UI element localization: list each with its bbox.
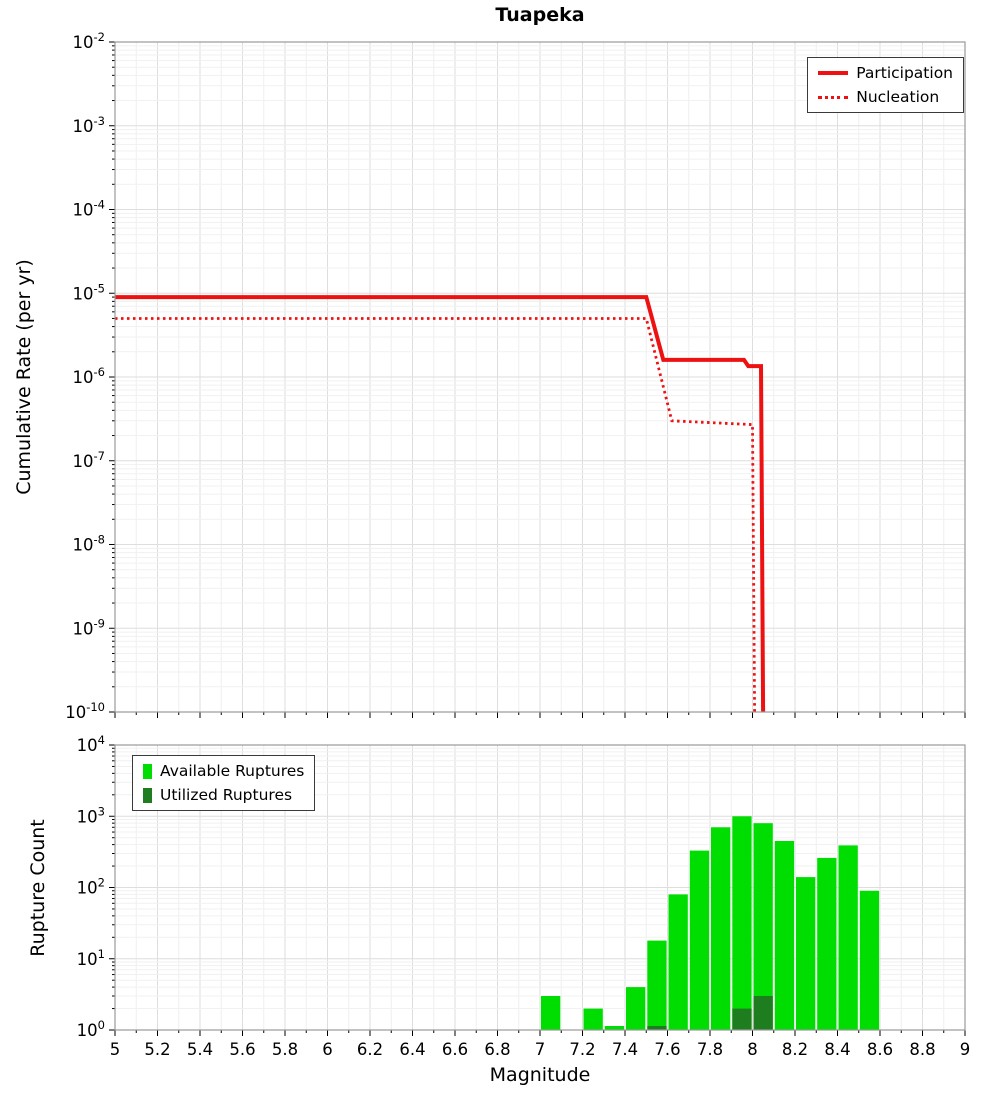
y-tick-label: 104 <box>77 733 105 755</box>
available-bar <box>817 857 837 1030</box>
x-tick-label: 5.8 <box>272 1040 298 1059</box>
utilized-bar <box>753 996 773 1030</box>
x-tick-label: 8.2 <box>782 1040 808 1059</box>
available-bar <box>689 850 710 1030</box>
x-tick-label: 8 <box>747 1040 758 1059</box>
x-tick-label: 8.6 <box>867 1040 893 1059</box>
plot-frame <box>114 744 966 1031</box>
bottom-legend: Available Ruptures Utilized Ruptures <box>132 755 316 811</box>
y-tick-label: 102 <box>77 876 105 898</box>
x-tick-label: 9 <box>960 1040 971 1059</box>
y-tick-label: 103 <box>77 804 105 826</box>
legend-item-utilized: Utilized Ruptures <box>143 786 304 804</box>
x-tick-label: 7.6 <box>654 1040 680 1059</box>
y-tick-label: 10-5 <box>73 281 105 303</box>
utilized-bars <box>647 996 773 1030</box>
x-tick-label: 6.8 <box>484 1040 510 1059</box>
dotted-line-sample-icon <box>818 95 849 99</box>
available-bar <box>796 877 816 1030</box>
legend-label: Nucleation <box>856 88 940 106</box>
x-tick-label: 5 <box>110 1040 121 1059</box>
legend-item-participation: Participation <box>818 64 953 82</box>
available-bar <box>838 845 858 1030</box>
x-tick-label: 5.2 <box>144 1040 170 1059</box>
x-tick-label: 8.4 <box>824 1040 850 1059</box>
utilized-bar <box>647 1026 667 1030</box>
series-nucleation <box>115 317 756 713</box>
x-tick-label: 7.2 <box>569 1040 595 1059</box>
y-tick-label: 10-4 <box>73 198 105 220</box>
x-tick-label: 6 <box>322 1040 333 1059</box>
available-bar <box>859 890 880 1030</box>
y-tick-label: 101 <box>77 947 105 969</box>
plot-frame <box>114 41 966 713</box>
available-bar <box>753 823 773 1030</box>
x-tick-label: 7.4 <box>612 1040 638 1059</box>
x-tick-label: 6.4 <box>399 1040 425 1059</box>
available-bar <box>668 894 688 1030</box>
legend-label: Utilized Ruptures <box>160 786 293 804</box>
top-legend: Participation Nucleation <box>807 57 964 113</box>
x-tick-label: 7 <box>535 1040 546 1059</box>
top-y-axis-label: Cumulative Rate (per yr) <box>13 259 35 495</box>
available-bar <box>583 1008 603 1030</box>
y-tick-label: 10-10 <box>65 700 105 722</box>
gridlines <box>114 41 966 713</box>
utilized-swatch-icon <box>143 787 152 803</box>
x-tick-label: 6.6 <box>442 1040 468 1059</box>
utilized-bar <box>732 1008 752 1030</box>
bottom-y-axis-label: Rupture Count <box>27 819 49 957</box>
axes: 5 5.2 5.4 5.6 5.8 6 6.2 6.4 6.6 6.8 7 7.2 7.4 7.6 7.8 8… <box>77 733 971 1059</box>
legend-item-available: Available Ruptures <box>143 762 304 780</box>
legend-label: Participation <box>856 64 953 82</box>
available-bar <box>711 827 731 1030</box>
available-bars <box>541 816 880 1031</box>
x-tick-label: 5.4 <box>187 1040 213 1059</box>
x-tick-label: 7.8 <box>697 1040 723 1059</box>
available-bar <box>732 816 752 1031</box>
series-participation <box>115 295 766 713</box>
available-bar <box>626 987 646 1030</box>
available-swatch-icon <box>143 763 152 779</box>
y-tick-label: 10-8 <box>73 533 105 555</box>
legend-item-nucleation: Nucleation <box>818 88 953 106</box>
available-bar <box>774 841 795 1030</box>
y-tick-label: 10-7 <box>73 449 105 471</box>
y-tick-label: 10-6 <box>73 365 105 387</box>
x-tick-label: 6.2 <box>357 1040 383 1059</box>
y-tick-label: 10-3 <box>73 114 105 136</box>
solid-line-sample-icon <box>818 71 849 75</box>
y-tick-label: 100 <box>77 1018 105 1040</box>
x-axis-label: Magnitude <box>489 1064 591 1086</box>
x-tick-label: 5.6 <box>229 1040 255 1059</box>
available-bar <box>647 940 667 1030</box>
available-bar <box>541 996 561 1030</box>
y-tick-label: 10-9 <box>73 616 105 638</box>
available-bar <box>604 1026 625 1030</box>
chart-title: Tuapeka <box>495 4 585 26</box>
legend-label: Available Ruptures <box>160 762 305 780</box>
x-tick-label: 8.8 <box>909 1040 935 1059</box>
y-tick-label: 10-2 <box>73 30 105 52</box>
